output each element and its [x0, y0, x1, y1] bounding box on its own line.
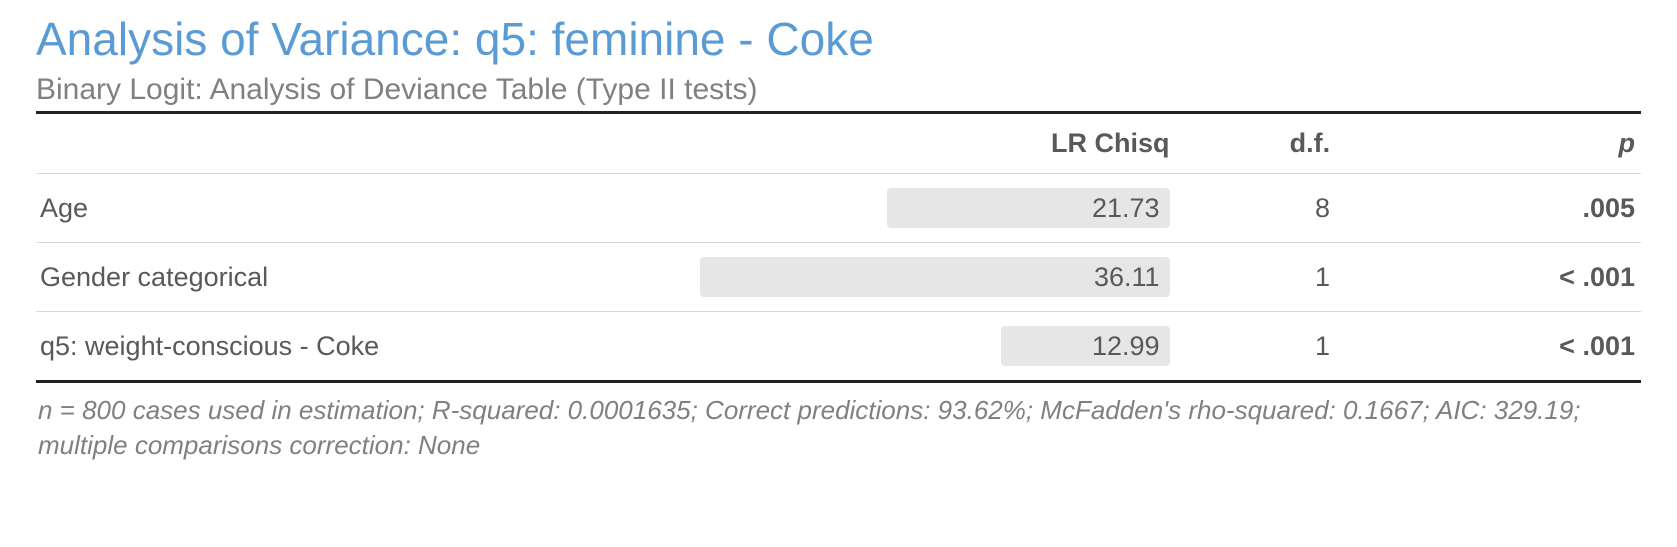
- anova-table: LR Chisq d.f. p Age 21.73 8 .005 Gender …: [36, 114, 1641, 380]
- cell-label: Age: [36, 174, 698, 243]
- anova-output: Analysis of Variance: q5: feminine - Cok…: [0, 0, 1677, 483]
- cell-df: 1: [1180, 243, 1361, 312]
- table-header-row: LR Chisq d.f. p: [36, 114, 1641, 174]
- cell-df: 1: [1180, 312, 1361, 381]
- col-header-p: p: [1360, 114, 1641, 174]
- cell-chisq: 36.11: [698, 243, 1179, 312]
- cell-p: .005: [1360, 174, 1641, 243]
- cell-df: 8: [1180, 174, 1361, 243]
- cell-p: < .001: [1360, 312, 1641, 381]
- col-header-df: d.f.: [1180, 114, 1361, 174]
- chisq-value: 36.11: [708, 257, 1169, 297]
- chisq-value: 21.73: [708, 188, 1169, 228]
- table-row: q5: weight-conscious - Coke 12.99 1 < .0…: [36, 312, 1641, 381]
- page-title: Analysis of Variance: q5: feminine - Cok…: [36, 12, 1641, 67]
- chisq-value: 12.99: [708, 326, 1169, 366]
- table-row: Gender categorical 36.11 1 < .001: [36, 243, 1641, 312]
- page-subtitle: Binary Logit: Analysis of Deviance Table…: [36, 73, 1641, 107]
- table-body: Age 21.73 8 .005 Gender categorical 36.1…: [36, 174, 1641, 381]
- col-header-label: [36, 114, 698, 174]
- bottom-rule: [36, 380, 1641, 383]
- footnote: n = 800 cases used in estimation; R-squa…: [36, 393, 1641, 463]
- table-row: Age 21.73 8 .005: [36, 174, 1641, 243]
- cell-label: q5: weight-conscious - Coke: [36, 312, 698, 381]
- cell-p: < .001: [1360, 243, 1641, 312]
- col-header-chisq: LR Chisq: [698, 114, 1179, 174]
- cell-label: Gender categorical: [36, 243, 698, 312]
- cell-chisq: 12.99: [698, 312, 1179, 381]
- cell-chisq: 21.73: [698, 174, 1179, 243]
